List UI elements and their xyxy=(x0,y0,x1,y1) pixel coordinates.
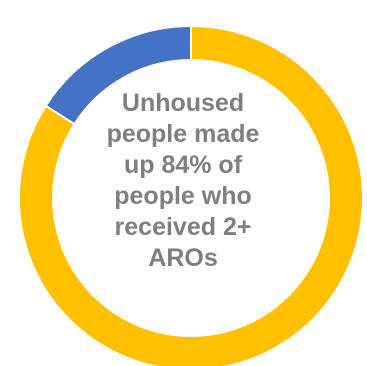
center-label-line-2: people made xyxy=(106,120,260,148)
center-label-line-1: Unhoused xyxy=(121,89,245,117)
donut-slices xyxy=(18,24,364,366)
center-label-line-5: received 2+ xyxy=(114,213,252,241)
donut-center-label: Unhoused people made up 84% of people wh… xyxy=(83,88,283,274)
center-label-line-6: AROs xyxy=(148,244,218,272)
center-label-line-4: people who xyxy=(114,182,252,210)
donut-slice-1 xyxy=(18,24,364,366)
center-label-line-3: up 84% of xyxy=(123,151,243,179)
donut-slice-2 xyxy=(44,24,192,126)
